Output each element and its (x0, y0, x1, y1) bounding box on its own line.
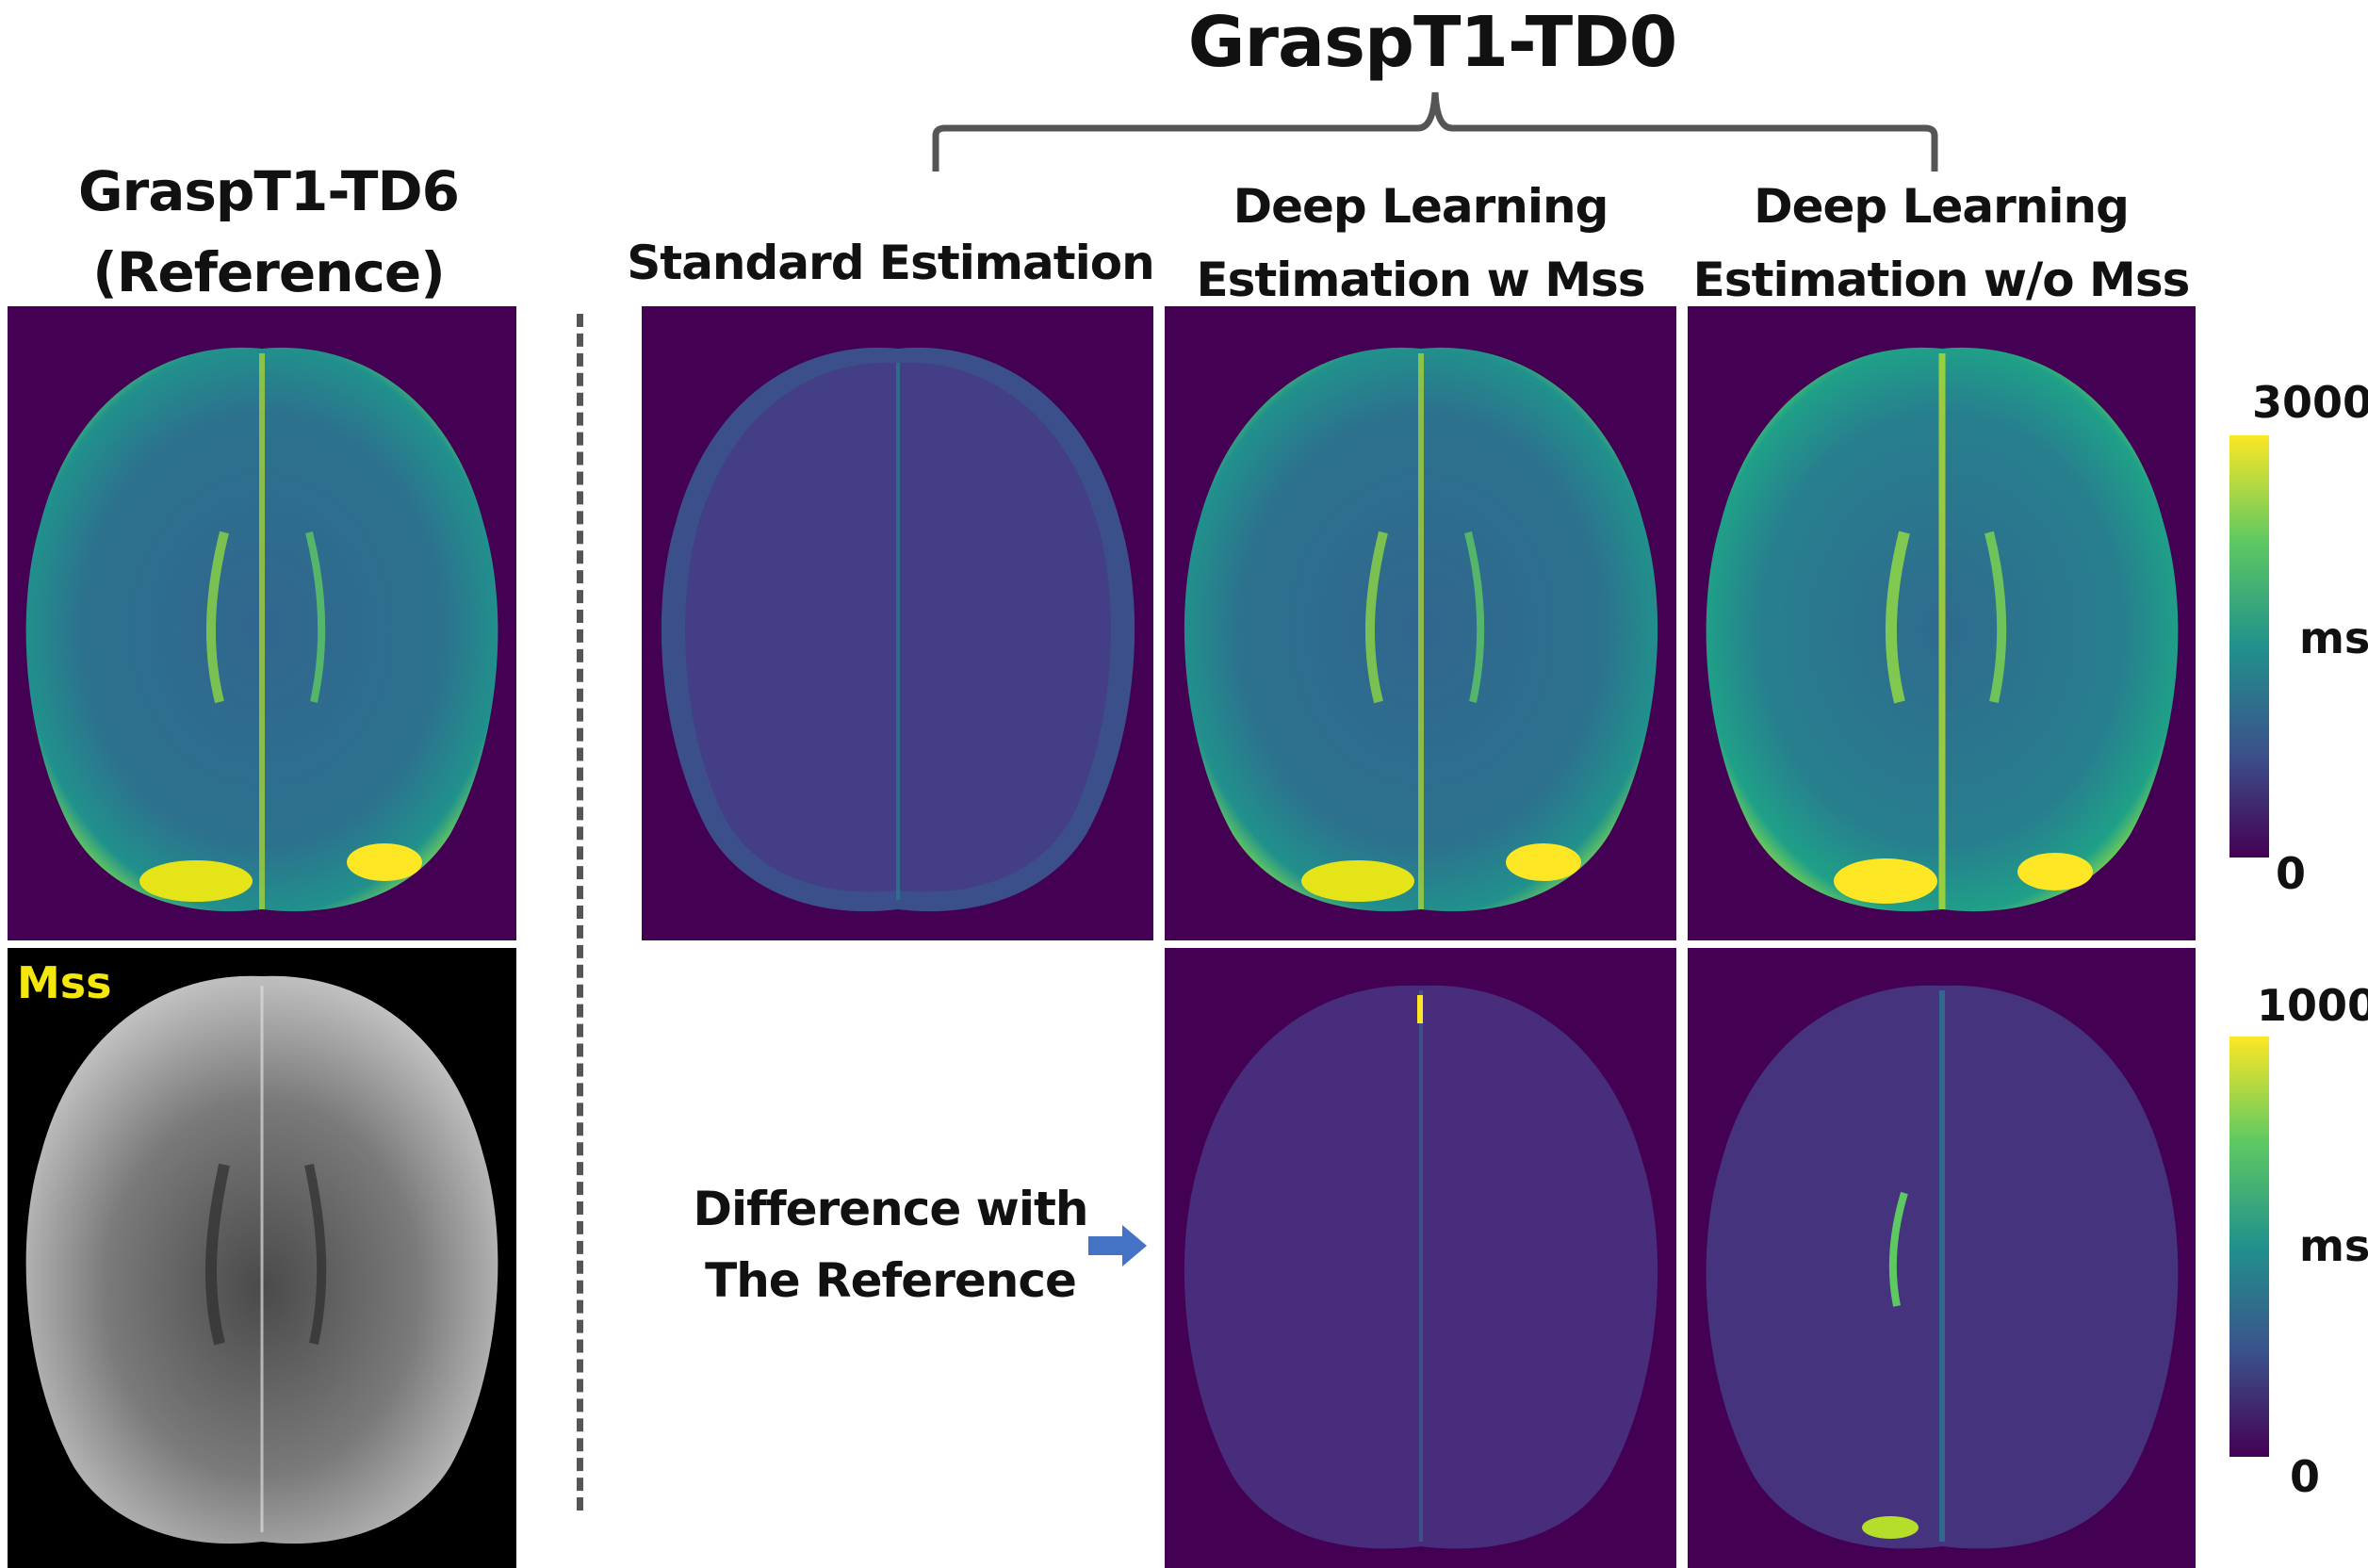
mss-label: Mss (17, 957, 112, 1008)
dl-with-mss-title: Deep Learning Estimation w Mss (1196, 179, 1645, 307)
t1-colorbar-unit: ms (2299, 612, 2368, 663)
difference-colorbar-min: 0 (2290, 1451, 2321, 1502)
dl-without-mss-title: Deep Learning Estimation w/o Mss (1692, 179, 2191, 307)
dl-with-mss-map (1165, 306, 1676, 940)
group-brace (932, 91, 1938, 172)
main-title: GraspT1-TD0 (1187, 2, 1677, 83)
t1-colorbar-min: 0 (2276, 848, 2307, 899)
t1-colorbar-max: 3000 (2252, 377, 2368, 428)
right-arrow-icon (1088, 1225, 1147, 1266)
difference-colorbar (2229, 1037, 2269, 1457)
dl-without-mss-map (1688, 306, 2196, 940)
mss-image: Mss (8, 948, 516, 1568)
standard-estimation-title: Standard Estimation (627, 236, 1154, 290)
difference-colorbar-unit: ms (2299, 1220, 2368, 1271)
reference-t1-map (8, 306, 516, 940)
difference-label: Difference with The Reference (693, 1182, 1088, 1308)
difference-dl-with-mss-map (1165, 948, 1676, 1568)
standard-estimation-map (642, 306, 1153, 940)
reference-title: GraspT1-TD6 (Reference) (78, 159, 460, 304)
dashed-divider (577, 314, 583, 1511)
difference-colorbar-max: 1000 (2257, 980, 2368, 1031)
t1-colorbar (2229, 435, 2269, 858)
difference-dl-without-mss-map (1688, 948, 2196, 1568)
